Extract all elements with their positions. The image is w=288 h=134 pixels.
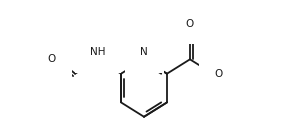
Text: NH: NH bbox=[90, 47, 106, 57]
Text: O: O bbox=[186, 19, 194, 29]
Text: N: N bbox=[140, 47, 148, 57]
Text: O: O bbox=[48, 54, 56, 64]
Text: O: O bbox=[215, 69, 223, 79]
